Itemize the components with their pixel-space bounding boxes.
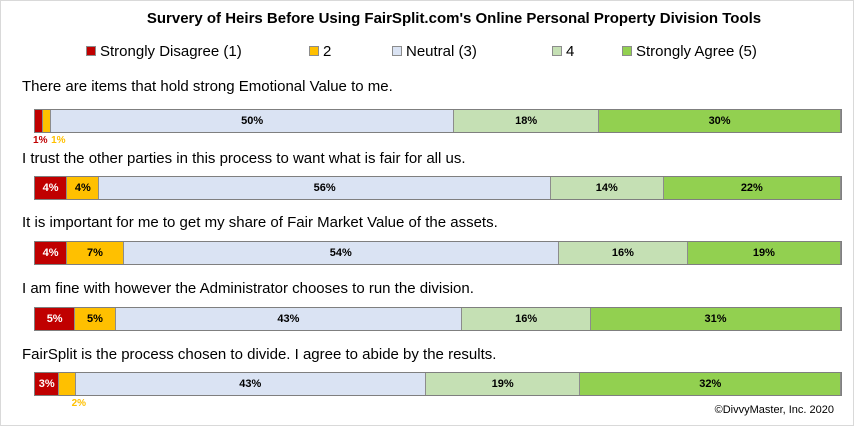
data-label: 4% bbox=[74, 182, 91, 194]
bar-segment: 54% bbox=[123, 242, 559, 264]
bar-segment: 14% bbox=[550, 177, 664, 199]
legend-swatch bbox=[309, 46, 319, 56]
data-label: 54% bbox=[329, 247, 352, 259]
bar-track: 3% 43% 19% 32% bbox=[34, 372, 842, 396]
question-label: I trust the other parties in this proces… bbox=[22, 150, 466, 167]
data-label: 16% bbox=[515, 313, 538, 325]
data-label: 7% bbox=[86, 247, 103, 259]
bar-track: 4% 7% 54% 16% 19% bbox=[34, 241, 842, 265]
bar-segment: 50% bbox=[51, 110, 455, 132]
bar-segment: 5% bbox=[35, 308, 76, 330]
legend-label: Strongly Agree (5) bbox=[636, 43, 757, 60]
copyright-text: ©DivvyMaster, Inc. 2020 bbox=[714, 404, 834, 416]
question-label: There are items that hold strong Emotion… bbox=[22, 78, 393, 95]
legend-label: 4 bbox=[566, 43, 575, 60]
bar-segment: 30% bbox=[599, 110, 841, 132]
data-label: 22% bbox=[740, 182, 763, 194]
bar-segment: 18% bbox=[454, 110, 600, 132]
data-label: 32% bbox=[699, 378, 722, 390]
data-label: 19% bbox=[491, 378, 514, 390]
bar-segment: 4% bbox=[35, 177, 68, 199]
bar-track: 5% 5% 43% 16% 31% bbox=[34, 307, 842, 331]
bar-segment: 3% bbox=[35, 373, 60, 395]
legend-label: Neutral (3) bbox=[406, 43, 477, 60]
bar-track: 50% 18% 30% bbox=[34, 109, 842, 133]
data-label: 1% bbox=[51, 135, 66, 146]
bar-segment: 56% bbox=[99, 177, 551, 199]
data-label: 31% bbox=[704, 313, 727, 325]
data-label: 5% bbox=[86, 313, 103, 325]
legend-label: Strongly Disagree (1) bbox=[100, 43, 242, 60]
data-label: 30% bbox=[708, 115, 731, 127]
bar-segment: 43% bbox=[115, 308, 463, 330]
legend-swatch bbox=[392, 46, 402, 56]
data-label: 4% bbox=[42, 247, 59, 259]
data-label: 43% bbox=[239, 378, 262, 390]
data-label: 14% bbox=[595, 182, 618, 194]
bar-segment: 31% bbox=[591, 308, 841, 330]
bar-segment bbox=[59, 373, 76, 395]
bar-segment: 43% bbox=[75, 373, 426, 395]
bar-segment bbox=[43, 110, 52, 132]
data-label: 3% bbox=[38, 378, 55, 390]
bar-segment bbox=[35, 110, 44, 132]
bar-segment: 16% bbox=[558, 242, 688, 264]
data-label: 43% bbox=[277, 313, 300, 325]
bar-segment: 22% bbox=[663, 177, 841, 199]
question-label: I am fine with however the Administrator… bbox=[22, 280, 474, 297]
chart-title: Survery of Heirs Before Using FairSplit.… bbox=[146, 10, 762, 27]
bar-segment: 5% bbox=[75, 308, 116, 330]
bar-segment: 19% bbox=[687, 242, 841, 264]
question-label: FairSplit is the process chosen to divid… bbox=[22, 346, 497, 363]
legend-swatch bbox=[552, 46, 562, 56]
bar-segment: 16% bbox=[462, 308, 592, 330]
bar-segment: 4% bbox=[67, 177, 100, 199]
data-label: 2% bbox=[71, 398, 87, 409]
data-label: 4% bbox=[42, 182, 59, 194]
legend-swatch bbox=[622, 46, 632, 56]
bar-segment: 32% bbox=[580, 373, 841, 395]
legend-label: 2 bbox=[323, 43, 332, 60]
legend-swatch bbox=[86, 46, 96, 56]
bar-segment: 7% bbox=[67, 242, 124, 264]
bar-segment: 4% bbox=[35, 242, 68, 264]
bar-track: 4% 4% 56% 14% 22% bbox=[34, 176, 842, 200]
data-label: 5% bbox=[46, 313, 63, 325]
bar-segment: 19% bbox=[425, 373, 581, 395]
data-label: 50% bbox=[241, 115, 264, 127]
data-label: 1% bbox=[33, 135, 48, 146]
data-label: 56% bbox=[313, 182, 336, 194]
data-label: 16% bbox=[611, 247, 634, 259]
data-label: 19% bbox=[752, 247, 775, 259]
data-label: 18% bbox=[515, 115, 538, 127]
question-label: It is important for me to get my share o… bbox=[22, 214, 498, 231]
